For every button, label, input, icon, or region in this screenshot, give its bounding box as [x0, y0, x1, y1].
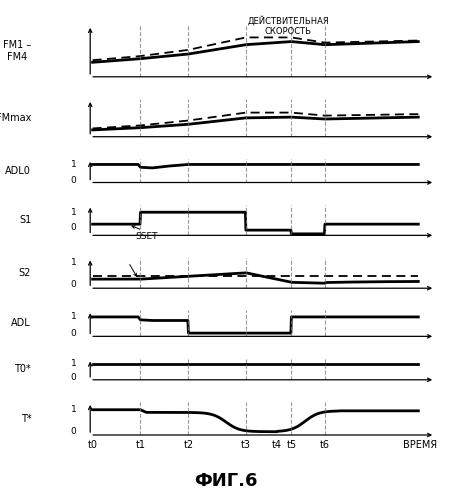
- Text: FM1 –
FM4: FM1 – FM4: [3, 40, 31, 62]
- Text: ВРЕМЯ: ВРЕМЯ: [403, 440, 437, 450]
- Text: 1: 1: [70, 258, 76, 266]
- Text: ADL0: ADL0: [5, 166, 31, 175]
- Text: ДЕЙСТВИТЕЛЬНАЯ
СКОРОСТЬ: ДЕЙСТВИТЕЛЬНАЯ СКОРОСТЬ: [247, 16, 329, 36]
- Text: 1: 1: [70, 360, 76, 368]
- Text: 0: 0: [70, 427, 76, 436]
- Text: t4: t4: [272, 440, 282, 450]
- Text: S2: S2: [19, 268, 31, 278]
- Text: 0: 0: [70, 176, 76, 184]
- Text: S1: S1: [19, 215, 31, 225]
- Text: t0: t0: [87, 440, 97, 450]
- Text: t6: t6: [320, 440, 330, 450]
- Text: ADL: ADL: [11, 318, 31, 328]
- Text: 0: 0: [70, 222, 76, 232]
- Text: 0: 0: [70, 280, 76, 289]
- Text: 1: 1: [70, 208, 76, 216]
- Text: 1: 1: [70, 312, 76, 322]
- Text: t1: t1: [135, 440, 146, 450]
- Text: t2: t2: [183, 440, 193, 450]
- Text: 1: 1: [70, 160, 76, 169]
- Text: FMmax: FMmax: [0, 113, 31, 123]
- Text: t3: t3: [241, 440, 251, 450]
- Text: 0: 0: [70, 372, 76, 382]
- Text: T0*: T0*: [14, 364, 31, 374]
- Text: ФИГ.6: ФИГ.6: [194, 472, 257, 490]
- Text: SSET: SSET: [135, 232, 158, 240]
- Text: 0: 0: [70, 328, 76, 338]
- Text: t5: t5: [286, 440, 296, 450]
- Text: T*: T*: [21, 414, 31, 424]
- Text: 1: 1: [70, 405, 76, 414]
